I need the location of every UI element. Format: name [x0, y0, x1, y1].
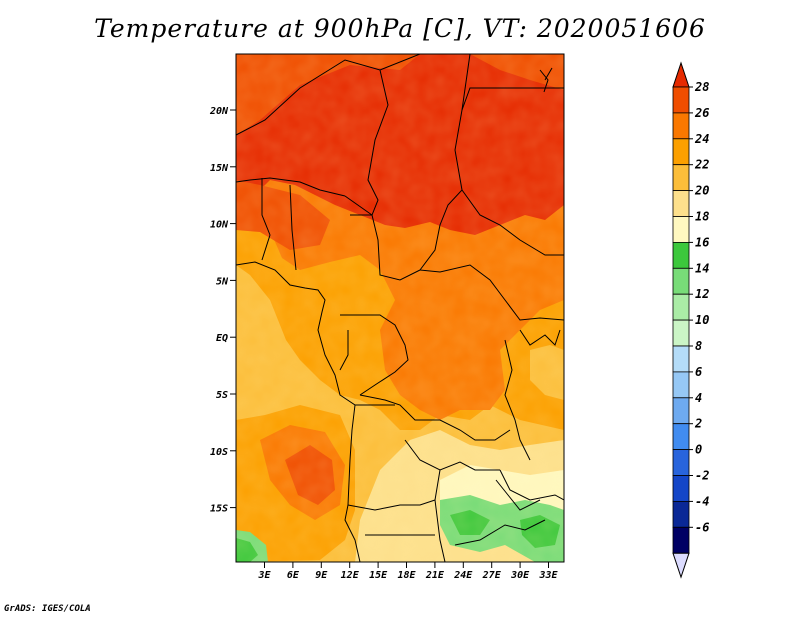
lat-tick-label: 15S: [210, 504, 228, 515]
colorbar-label: -2: [695, 469, 709, 483]
colorbar-bottom-arrow: [672, 552, 690, 579]
colorbar-swatch: [672, 86, 690, 114]
lat-tick-label: 20N: [209, 106, 229, 117]
colorbar-label: 6: [695, 365, 702, 379]
colorbar-label: 26: [694, 106, 709, 120]
colorbar-label: 16: [695, 235, 709, 249]
colorbar-swatch: [672, 449, 690, 476]
colorbar-swatch: [672, 475, 690, 502]
colorbar-label: -6: [695, 520, 709, 534]
colorbar-label: 20: [694, 184, 709, 198]
lon-tick-label: 9E: [315, 570, 328, 581]
lon-tick-label: 3E: [257, 570, 271, 581]
colorbar-label: 18: [695, 210, 709, 224]
lon-tick-label: 15E: [369, 570, 388, 581]
lon-tick-label: 33E: [538, 570, 558, 581]
map-title: Temperature at 900hPa [C], VT: 202005160…: [94, 14, 706, 43]
lat-tick-label: 5S: [216, 390, 228, 401]
lon-tick-label: 18E: [397, 570, 416, 581]
lon-tick-label: 6E: [287, 570, 300, 581]
colorbar-label: 14: [695, 261, 709, 275]
lat-tick-label: 10S: [210, 447, 228, 458]
colorbar-swatch: [672, 293, 690, 321]
lat-tick-label: 15N: [210, 163, 229, 174]
lat-tick-label: 10N: [210, 220, 229, 231]
colorbar-label: 12: [695, 287, 709, 301]
colorbar-swatch: [672, 500, 690, 528]
longitude-axis: 3E 6E 9E 12E 15E 18E 21E 24E 27E 30E 33E: [257, 562, 559, 581]
colorbar-label: 28: [694, 80, 709, 94]
colorbar-label: 22: [694, 158, 709, 172]
colorbar-swatch: [672, 190, 690, 217]
lon-tick-label: 21E: [425, 570, 445, 581]
colorbar-swatch: [672, 345, 690, 373]
lat-tick-label: EQ: [216, 333, 228, 344]
lat-tick-label: 5N: [216, 276, 229, 287]
colorbar-label: 2: [694, 417, 702, 431]
colorbar-swatch: [672, 526, 690, 554]
field-texture: [236, 54, 564, 562]
colorbar-swatch: [672, 241, 690, 269]
lon-tick-label: 27E: [482, 570, 502, 581]
colorbar-swatch: [672, 164, 690, 191]
lon-tick-label: 30E: [510, 570, 530, 581]
colorbar-swatch: [672, 112, 690, 140]
map-plot-area: [236, 54, 564, 562]
colorbar-swatch: [672, 319, 690, 347]
colorbar-label: -4: [695, 494, 709, 508]
colorbar-label: 8: [695, 339, 702, 353]
coastlines-borders: [236, 54, 564, 562]
colorbar-label: 10: [695, 313, 709, 327]
lon-tick-label: 12E: [341, 570, 360, 581]
colorbar-label: 24: [694, 132, 709, 146]
colorbar-swatch: [672, 267, 690, 295]
colorbar-swatch: [672, 397, 690, 425]
colorbar-swatch: [672, 138, 690, 166]
lon-tick-label: 24E: [453, 570, 473, 581]
colorbar-top-arrow: [672, 61, 690, 88]
grads-credit: GrADS: IGES/COLA: [4, 604, 91, 614]
latitude-axis: 20N 15N 10N 5N EQ 5S 10S 15S: [209, 106, 236, 515]
colorbar-label: 0: [695, 443, 702, 457]
colorbar-swatch: [672, 371, 690, 399]
colorbar-swatch: [672, 216, 690, 243]
colorbar-swatch: [672, 423, 690, 451]
map-frame: [235, 53, 565, 563]
colorbar-label: 4: [695, 391, 702, 405]
